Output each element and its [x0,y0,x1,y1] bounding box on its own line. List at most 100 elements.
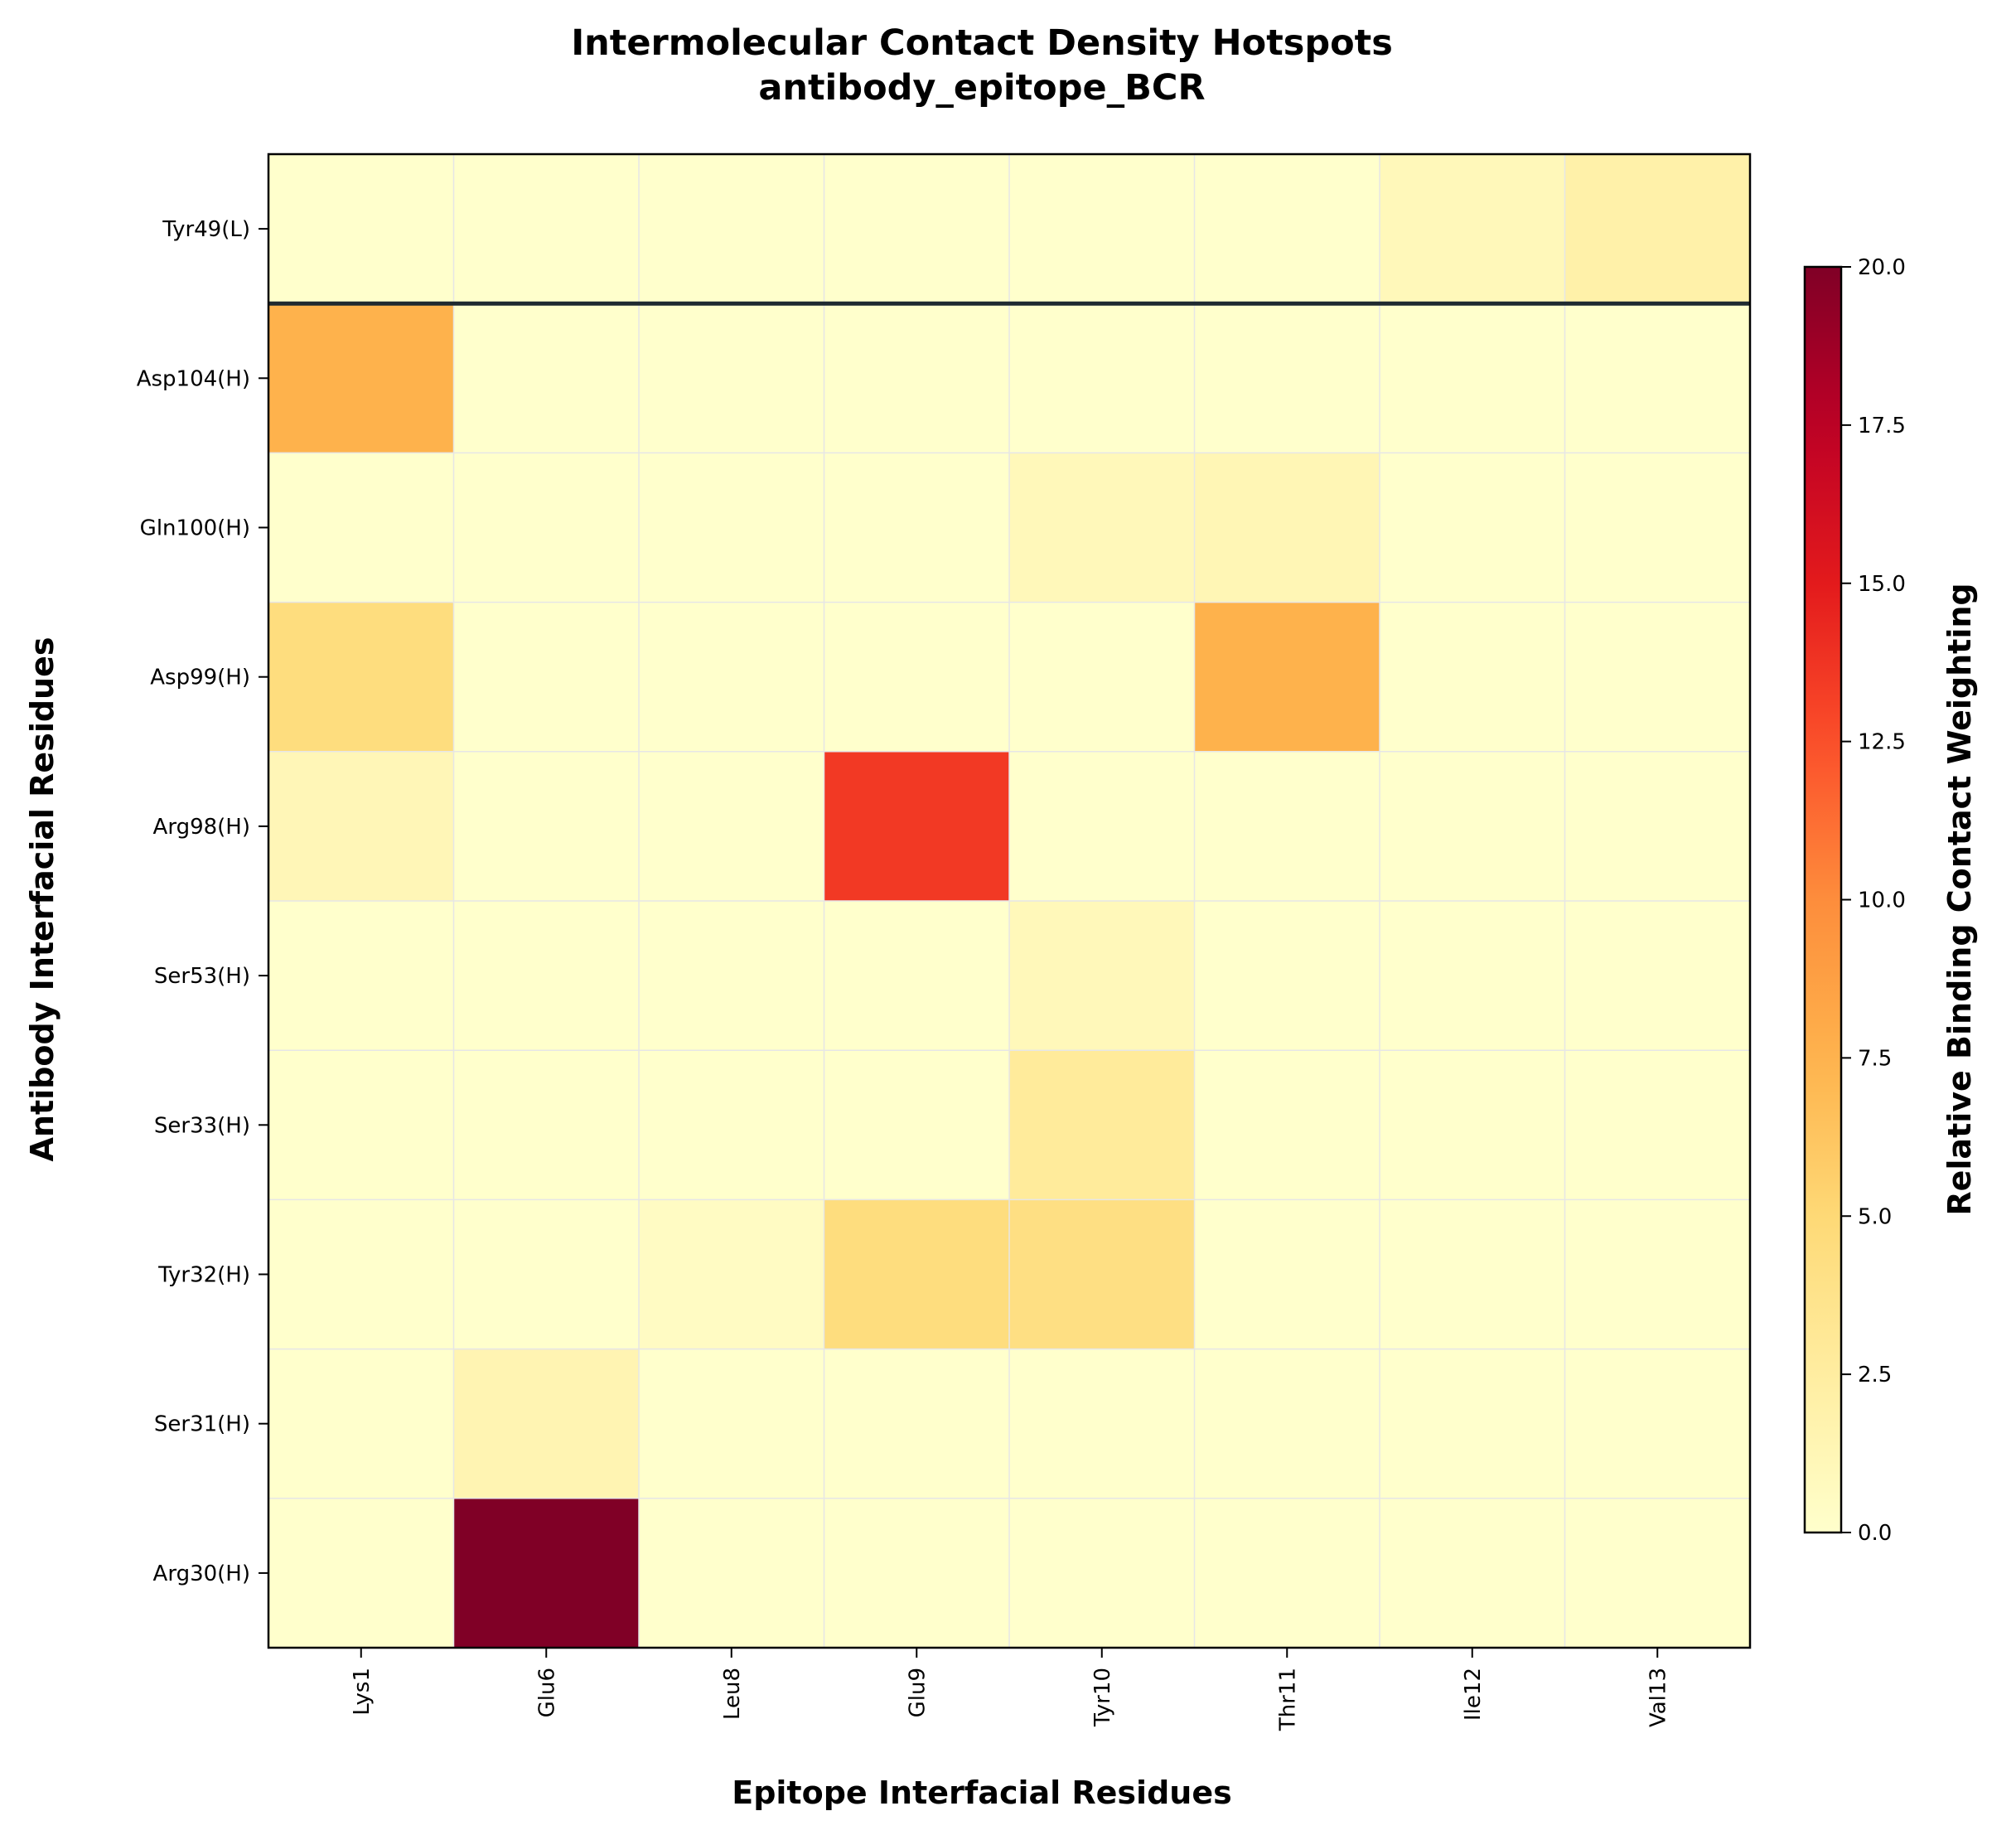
heatmap-cell [639,1349,824,1499]
colorbar-tick-label: 15.0 [1858,572,1906,597]
y-axis-label: Antibody Interfacial Residues [24,637,60,1162]
y-tick-label: Tyr49(L) [162,217,250,242]
heatmap-cell [1194,751,1380,902]
heatmap-cell [1009,901,1195,1051]
heatmap-cell [639,602,824,753]
heatmap-cell [1194,453,1380,603]
heatmap-cell [1194,1199,1380,1350]
chart-subtitle: antibody_epitope_BCR [758,67,1205,109]
colorbar-ticks: 0.0 2.5 5.0 7.5 10.0 12.5 15.0 17.5 20.0 [1841,255,1906,1546]
heatmap-cell [1194,154,1380,304]
heatmap-cell [268,1349,454,1499]
heatmap-cell [639,1498,824,1649]
y-tick-label: Gln100(H) [140,516,250,541]
heatmap-cell [1564,901,1751,1051]
plot-frame [267,153,1752,1649]
x-axis-ticks: Lys1 Glu6 Leu8 Glu9 Tyr10 Thr11 Ile12 Val13 [350,1648,1670,1731]
heatmap-cell [1009,1498,1195,1649]
heatmap-cell [639,154,824,304]
colorbar-tick-label: 7.5 [1858,1046,1892,1071]
y-tick-label: Asp99(H) [150,666,250,690]
heatmap-cell [824,901,1010,1051]
heatmap-cell [1194,1050,1380,1200]
heatmap-cell [824,751,1010,902]
heatmap-cell [1564,154,1751,304]
colorbar-label: Relative Binding Contact Weighting [1941,583,1978,1215]
heatmap-cell [1564,1498,1751,1649]
x-tick-label: Val13 [1646,1668,1670,1727]
y-tick-label: Ser53(H) [154,964,250,989]
heatmap-cell [268,602,454,753]
x-axis-label: Epitope Interfacial Residues [732,1775,1231,1811]
heatmap-cells [268,154,1751,1649]
heatmap-cell [824,1349,1010,1499]
heatmap-cell [1564,1349,1751,1499]
heatmap-cell [1009,1349,1195,1499]
x-tick-label: Ile12 [1461,1668,1486,1721]
heatmap-cell [1009,751,1195,902]
heatmap-cell [453,751,640,902]
y-tick-label: Arg98(H) [153,815,250,840]
heatmap-cell [1380,453,1565,603]
heatmap-cell [639,751,824,902]
heatmap-cell [1380,602,1565,753]
heatmap-cell [453,453,640,603]
heatmap-cell [1009,154,1195,304]
heatmap-cell [824,602,1010,753]
colorbar-tick-label: 20.0 [1858,255,1906,280]
colorbar-tick-label: 17.5 [1858,414,1906,438]
heatmap-cell [453,1349,640,1499]
heatmap-cell [1009,453,1195,603]
heatmap-cell [268,1498,454,1649]
heatmap-cell [1194,303,1380,453]
heatmap-cell [1380,751,1565,902]
heatmap-cell [1380,303,1565,453]
heatmap-cell [1564,1199,1751,1350]
heatmap-cell [1564,751,1751,902]
heatmap-cell [268,901,454,1051]
heatmap-cell [1564,1050,1751,1200]
heatmap-cell [1009,1050,1195,1200]
heatmap-cell [1009,602,1195,753]
heatmap-cell [453,602,640,753]
heatmap-cell [1380,1349,1565,1499]
heatmap-cell [824,303,1010,453]
heatmap-cell [1009,1199,1195,1350]
heatmap-cell [453,901,640,1051]
heatmap-cell [639,1199,824,1350]
heatmap-cell [453,154,640,304]
heatmap-cell [639,303,824,453]
y-tick-label: Ser31(H) [154,1412,250,1437]
x-tick-label: Leu8 [720,1668,745,1720]
heatmap-cell [268,751,454,902]
heatmap-cell [1380,1498,1565,1649]
x-tick-label: Thr11 [1275,1668,1300,1731]
y-axis-ticks: Tyr49(L) Asp104(H) Gln100(H) Asp99(H) Arg98(… [137,217,268,1586]
heatmap-cell [1194,1349,1380,1499]
heatmap-cell [1194,1498,1380,1649]
heatmap-cell [268,154,454,304]
colorbar-tick-label: 12.5 [1858,730,1906,755]
heatmap-cell [1564,602,1751,753]
x-tick-label: Glu6 [534,1668,559,1717]
x-tick-label: Lys1 [350,1668,375,1716]
heatmap-cell [1194,901,1380,1051]
heatmap-cell [1380,1050,1565,1200]
y-tick-label: Tyr32(H) [157,1263,250,1288]
colorbar-tick-label: 0.0 [1858,1521,1892,1546]
heatmap-cell [453,303,640,453]
heatmap-cell [639,1050,824,1200]
y-tick-label: Ser33(H) [154,1113,250,1138]
heatmap-cell [824,1498,1010,1649]
heatmap-cell [824,453,1010,603]
heatmap-cell [824,154,1010,304]
x-tick-label: Glu9 [905,1668,930,1717]
heatmap-cell [1564,303,1751,453]
y-tick-label: Asp104(H) [137,366,250,391]
heatmap-cell [268,303,454,453]
heatmap-cell [453,1498,640,1649]
heatmap-cell [1194,602,1380,753]
heatmap-cell [1380,154,1565,304]
heatmap-cell [1380,901,1565,1051]
